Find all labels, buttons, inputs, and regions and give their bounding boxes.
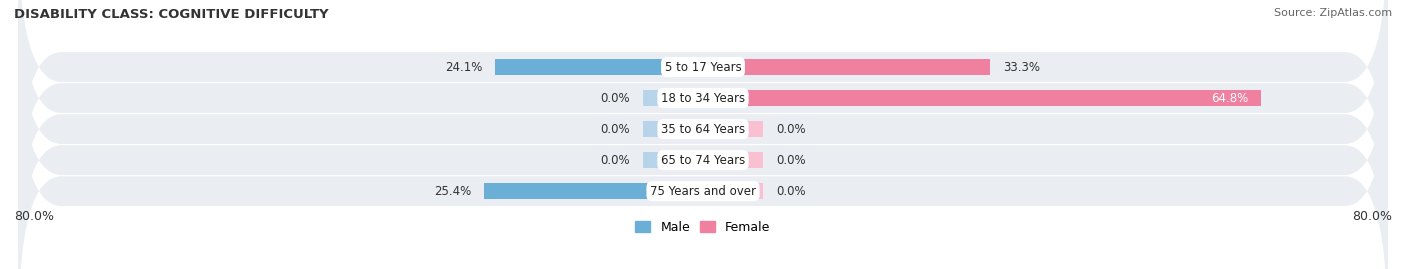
Text: 0.0%: 0.0% <box>776 123 806 136</box>
Text: 35 to 64 Years: 35 to 64 Years <box>661 123 745 136</box>
Text: 5 to 17 Years: 5 to 17 Years <box>665 61 741 73</box>
Text: 18 to 34 Years: 18 to 34 Years <box>661 91 745 105</box>
FancyBboxPatch shape <box>18 0 1388 238</box>
Bar <box>703 183 763 199</box>
Text: 24.1%: 24.1% <box>446 61 482 73</box>
FancyBboxPatch shape <box>18 51 1388 269</box>
Text: 0.0%: 0.0% <box>600 154 630 167</box>
Bar <box>643 152 703 168</box>
Text: 25.4%: 25.4% <box>434 185 471 198</box>
Text: 80.0%: 80.0% <box>1353 210 1392 224</box>
Bar <box>703 59 990 75</box>
Text: DISABILITY CLASS: COGNITIVE DIFFICULTY: DISABILITY CLASS: COGNITIVE DIFFICULTY <box>14 8 329 21</box>
Bar <box>703 90 1261 106</box>
FancyBboxPatch shape <box>18 0 1388 269</box>
Text: 0.0%: 0.0% <box>776 185 806 198</box>
Bar <box>703 152 763 168</box>
Text: 64.8%: 64.8% <box>1211 91 1249 105</box>
Bar <box>484 183 703 199</box>
Bar <box>495 59 703 75</box>
Text: 33.3%: 33.3% <box>1002 61 1039 73</box>
Text: 0.0%: 0.0% <box>600 91 630 105</box>
FancyBboxPatch shape <box>18 0 1388 207</box>
Text: 65 to 74 Years: 65 to 74 Years <box>661 154 745 167</box>
Bar <box>703 121 763 137</box>
Bar <box>643 121 703 137</box>
Text: 0.0%: 0.0% <box>600 123 630 136</box>
Legend: Male, Female: Male, Female <box>630 216 776 239</box>
Text: Source: ZipAtlas.com: Source: ZipAtlas.com <box>1274 8 1392 18</box>
Bar <box>643 90 703 106</box>
Text: 80.0%: 80.0% <box>14 210 53 224</box>
FancyBboxPatch shape <box>18 20 1388 269</box>
Text: 75 Years and over: 75 Years and over <box>650 185 756 198</box>
Text: 0.0%: 0.0% <box>776 154 806 167</box>
